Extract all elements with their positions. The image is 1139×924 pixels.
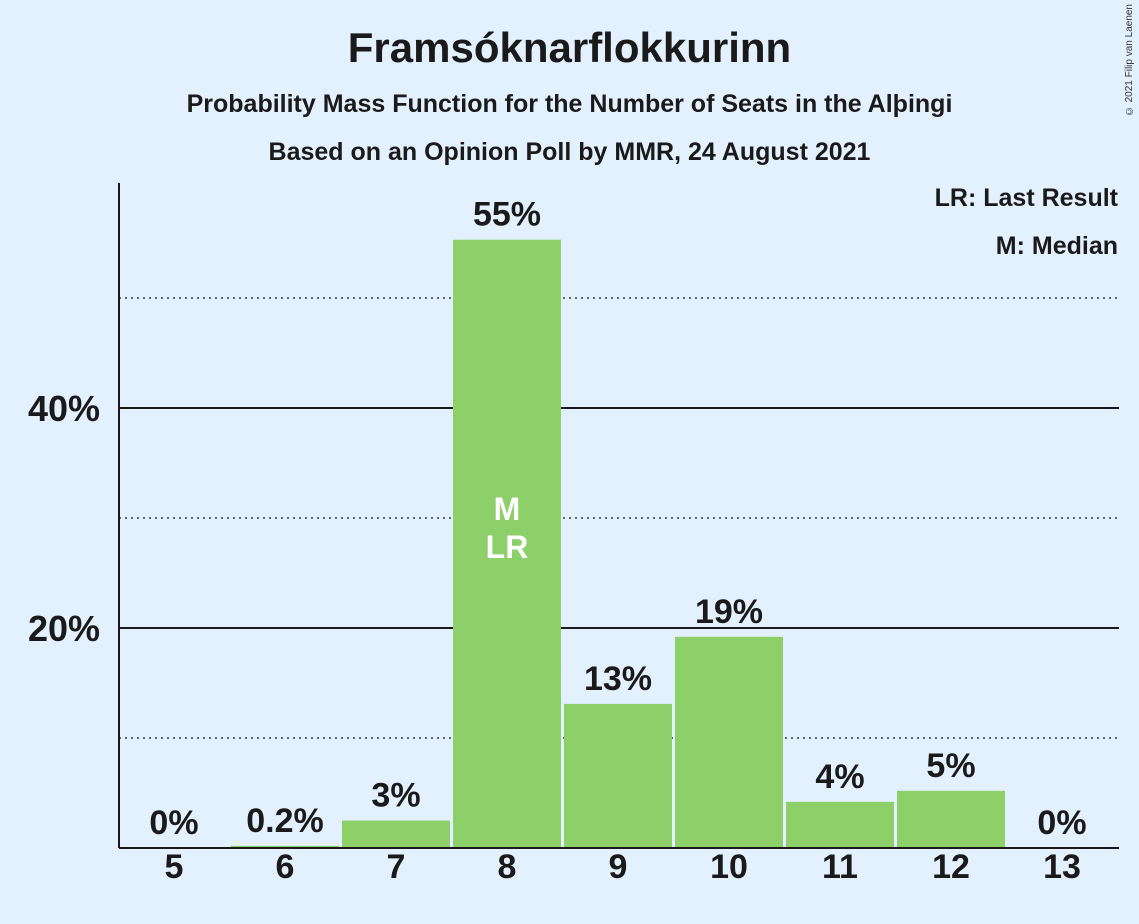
x-tick-label: 12 bbox=[932, 848, 970, 886]
bar-value-label: 5% bbox=[926, 747, 975, 785]
legend-median: M: Median bbox=[995, 232, 1118, 260]
y-tick-label: 20% bbox=[28, 608, 100, 649]
bar-value-label: 19% bbox=[695, 593, 763, 631]
x-tick-label: 5 bbox=[165, 848, 184, 886]
bar-value-label: 3% bbox=[371, 777, 420, 815]
chart-source: Based on an Opinion Poll by MMR, 24 Augu… bbox=[268, 138, 871, 166]
bar-value-label: 0% bbox=[149, 804, 198, 842]
last-result-marker: LR bbox=[486, 529, 529, 565]
bar-seats-12 bbox=[897, 790, 1005, 848]
bar-seats-6 bbox=[231, 845, 339, 848]
bar-value-label: 0% bbox=[1037, 804, 1086, 842]
chart-subtitle: Probability Mass Function for the Number… bbox=[186, 90, 953, 118]
x-tick-label: 11 bbox=[822, 848, 858, 886]
bar-seats-7 bbox=[342, 820, 450, 848]
bar-seats-11 bbox=[786, 801, 894, 848]
median-marker: M bbox=[494, 491, 521, 527]
x-tick-label: 6 bbox=[276, 848, 295, 886]
chart-title: Framsóknarflokkurinn bbox=[347, 24, 792, 71]
legend-last-result: LR: Last Result bbox=[934, 184, 1118, 212]
y-tick-label: 40% bbox=[28, 388, 100, 429]
bar-value-label: 55% bbox=[473, 196, 541, 234]
bar-value-label: 0.2% bbox=[246, 802, 324, 840]
bar-seats-8 bbox=[453, 239, 561, 848]
x-tick-label: 9 bbox=[609, 848, 628, 886]
x-tick-label: 10 bbox=[710, 848, 748, 886]
x-tick-label: 8 bbox=[498, 848, 517, 886]
bar-value-label: 13% bbox=[584, 660, 652, 698]
bar-value-label: 4% bbox=[815, 758, 864, 796]
bar-seats-10 bbox=[675, 636, 783, 848]
x-tick-label: 7 bbox=[387, 848, 406, 886]
x-tick-label: 13 bbox=[1043, 848, 1081, 886]
bar-seats-9 bbox=[564, 703, 672, 848]
